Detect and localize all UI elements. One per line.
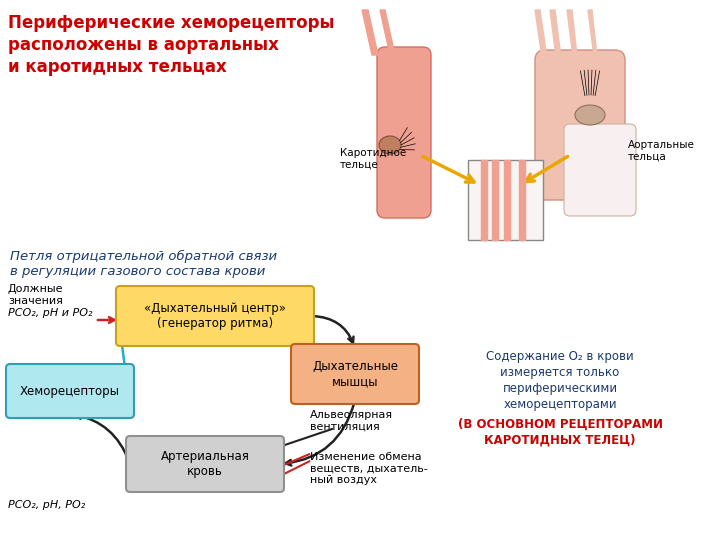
FancyBboxPatch shape [535, 50, 625, 200]
Polygon shape [588, 10, 598, 65]
Polygon shape [504, 160, 510, 240]
Text: Альвеолярная
вентиляция: Альвеолярная вентиляция [310, 410, 393, 431]
Text: Артериальная
кровь: Артериальная кровь [161, 450, 249, 478]
Text: периферическими: периферическими [503, 382, 618, 395]
FancyBboxPatch shape [468, 160, 543, 240]
FancyBboxPatch shape [291, 344, 419, 404]
Ellipse shape [575, 105, 605, 125]
Text: КАРОТИДНЫХ ТЕЛЕЦ): КАРОТИДНЫХ ТЕЛЕЦ) [485, 434, 636, 447]
Text: в регуляции газового состава крови: в регуляции газового состава крови [10, 265, 266, 278]
Text: Петля отрицательной обратной связи: Петля отрицательной обратной связи [10, 250, 277, 263]
Text: и каротидных тельцах: и каротидных тельцах [8, 58, 227, 76]
FancyBboxPatch shape [116, 286, 314, 346]
Text: (В ОСНОВНОМ РЕЦЕПТОРАМИ: (В ОСНОВНОМ РЕЦЕПТОРАМИ [457, 418, 662, 431]
Text: РСО₂, рН, РО₂: РСО₂, рН, РО₂ [8, 500, 85, 510]
FancyBboxPatch shape [6, 364, 134, 418]
Text: значения: значения [8, 296, 63, 306]
FancyBboxPatch shape [564, 124, 636, 216]
Text: РСО₂, рН и РО₂: РСО₂, рН и РО₂ [8, 308, 92, 318]
Text: Изменение обмена
веществ, дыхатель-
ный воздух: Изменение обмена веществ, дыхатель- ный … [310, 452, 428, 485]
Polygon shape [550, 10, 562, 65]
Polygon shape [567, 10, 578, 65]
Text: Каротидное
тельце: Каротидное тельце [340, 148, 406, 170]
Polygon shape [362, 10, 378, 55]
Text: «Дыхательный центр»
(генератор ритма): «Дыхательный центр» (генератор ритма) [144, 302, 286, 330]
Polygon shape [481, 160, 487, 240]
FancyBboxPatch shape [377, 47, 431, 218]
Polygon shape [519, 160, 525, 240]
Text: Содержание О₂ в крови: Содержание О₂ в крови [486, 350, 634, 363]
Text: расположены в аортальных: расположены в аортальных [8, 36, 279, 54]
Text: Дыхательные
мышцы: Дыхательные мышцы [312, 360, 398, 388]
Text: хеморецепторами: хеморецепторами [503, 398, 617, 411]
Ellipse shape [379, 136, 401, 154]
Polygon shape [535, 10, 548, 65]
Text: Должные: Должные [8, 284, 63, 294]
Text: Хеморецепторы: Хеморецепторы [20, 384, 120, 397]
Text: Аортальные
тельца: Аортальные тельца [628, 140, 695, 161]
FancyBboxPatch shape [126, 436, 284, 492]
Text: измеряется только: измеряется только [500, 366, 620, 379]
Text: Периферические хеморецепторы: Периферические хеморецепторы [8, 14, 335, 32]
Polygon shape [380, 10, 395, 55]
Polygon shape [492, 160, 498, 240]
